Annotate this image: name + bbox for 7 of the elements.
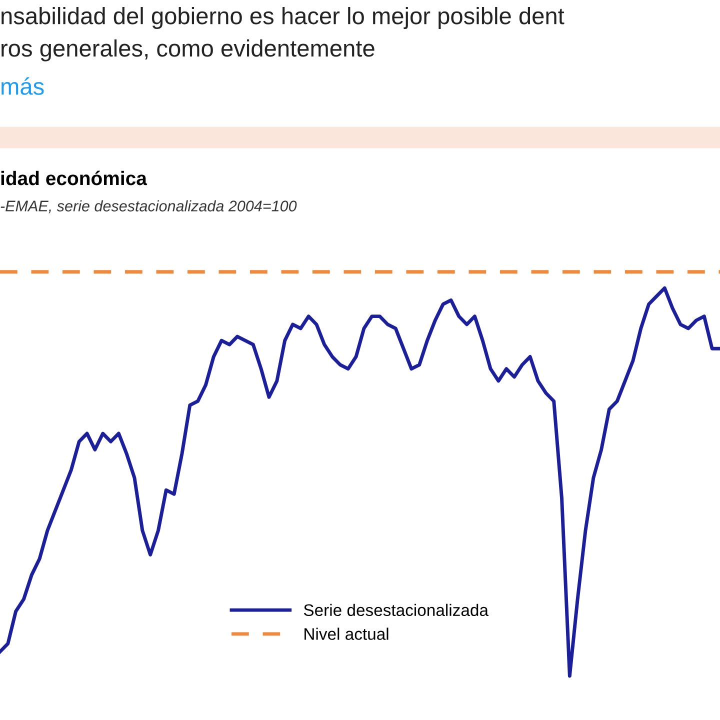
text: nsabilidad del gobierno es hacer lo mejor posible dent <box>2 6 564 30</box>
legend-label: Serie desestacionalizada <box>304 604 488 616</box>
text: ros generales, como evidentemente <box>2 39 374 62</box>
legend-label: Nivel actual <box>304 628 388 640</box>
text: más <box>2 77 44 95</box>
chart-title: idad económica <box>1 170 148 186</box>
chart-subtitle: -EMAE, serie desestacionalizada 2004=100 <box>0 200 297 214</box>
